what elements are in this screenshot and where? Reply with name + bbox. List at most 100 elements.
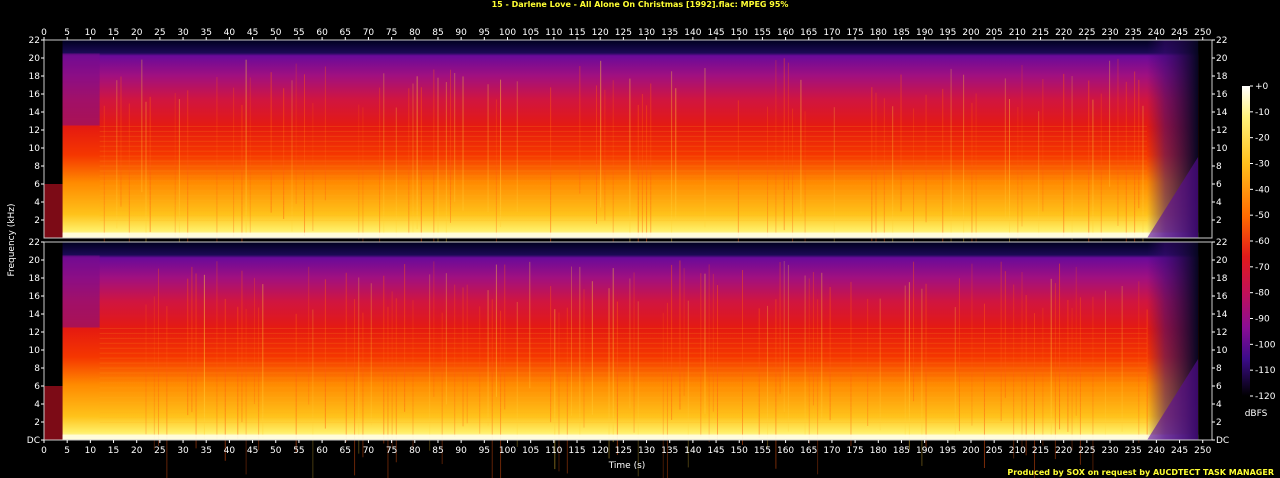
striation [395, 298, 397, 463]
striation [704, 273, 706, 414]
y-tick-label: 10 [1216, 346, 1228, 356]
y-tick-label: DC [1216, 436, 1229, 446]
striation [883, 98, 885, 258]
striation [441, 312, 443, 465]
x-tick-label: 240 [1148, 28, 1165, 38]
x-tick-label: 5 [64, 446, 70, 456]
striation [550, 286, 552, 423]
striation [433, 261, 435, 397]
striation [646, 105, 648, 253]
striation [249, 77, 251, 234]
striation [591, 281, 593, 415]
x-tick-label: 250 [1194, 446, 1211, 456]
y-tick-label: 4 [34, 198, 40, 208]
striation [529, 261, 531, 389]
x-tick-label: 15 [108, 446, 119, 456]
striation [312, 309, 314, 478]
x-tick-label: 180 [870, 446, 887, 456]
striation [437, 77, 439, 249]
striation [128, 103, 130, 260]
striation [608, 288, 610, 459]
striation [963, 74, 965, 248]
x-tick-label: 200 [962, 28, 979, 38]
striation [158, 268, 160, 447]
striation [1092, 296, 1094, 473]
y-tick-label: 20 [29, 256, 41, 266]
y-tick-label: 20 [1216, 54, 1228, 64]
x-tick-label: 180 [870, 28, 887, 38]
x-tick-label: 190 [916, 28, 933, 38]
harmonic-line [99, 407, 1148, 409]
striation [462, 287, 464, 427]
striation [879, 298, 881, 431]
striation [450, 69, 452, 223]
striation [1071, 76, 1073, 241]
harmonic-line [99, 140, 1148, 142]
striation [1067, 300, 1069, 432]
striation [971, 102, 973, 272]
harmonic-line [99, 130, 1148, 132]
harmonic-line [99, 150, 1148, 152]
striation [687, 300, 689, 468]
harmonic-line [99, 327, 1148, 329]
striation [767, 305, 769, 448]
striation [429, 274, 431, 451]
x-tick-label: 50 [270, 28, 282, 38]
striation [312, 102, 314, 231]
striation [141, 59, 143, 193]
x-tick-label: 5 [64, 28, 70, 38]
striation [675, 88, 677, 219]
striation [1017, 106, 1019, 241]
y-tick-label: 4 [1216, 400, 1222, 410]
striation [203, 274, 205, 439]
colorbar-tick-label: -100 [1255, 340, 1276, 350]
striation [420, 87, 422, 266]
colorbar-tick-label: +0 [1255, 82, 1269, 92]
y-tick-label: 12 [29, 126, 40, 136]
striation [324, 66, 326, 201]
harmonic-line [99, 357, 1148, 359]
striation [804, 111, 806, 251]
y-tick-label: 18 [29, 274, 41, 284]
colorbar-tick-label: -40 [1255, 185, 1270, 195]
striation [775, 299, 777, 469]
striation [596, 85, 598, 224]
striation [1079, 297, 1081, 465]
striation [1025, 294, 1027, 456]
harmonic-line [99, 397, 1148, 399]
striation [629, 278, 631, 409]
harmonic-line [99, 180, 1148, 182]
striation [583, 289, 585, 428]
striation [612, 80, 614, 259]
x-tick-label: 170 [823, 28, 840, 38]
striation [783, 58, 785, 231]
x-tick-label: 215 [1032, 28, 1049, 38]
striation [641, 93, 643, 239]
x-tick-label: 100 [499, 28, 516, 38]
striation [395, 107, 397, 238]
harmonic-line [99, 332, 1148, 334]
y-tick-label: 18 [1216, 72, 1228, 82]
striation [187, 278, 189, 416]
striation [304, 74, 306, 236]
colorbar-tick-label: -20 [1255, 134, 1270, 144]
striation [241, 104, 243, 246]
striation [145, 304, 147, 435]
striation [241, 270, 243, 423]
x-tick-label: 80 [409, 446, 421, 456]
striation [650, 83, 652, 238]
x-tick-label: 25 [154, 446, 165, 456]
x-tick-label: 210 [1009, 446, 1026, 456]
striation [245, 308, 247, 475]
striation [1121, 286, 1123, 432]
striation [1075, 266, 1077, 416]
striation [925, 94, 927, 223]
striation [604, 89, 606, 221]
striation [454, 284, 456, 437]
striation [103, 105, 105, 245]
colorbar: +0 -10 -20 -30 -40 -50 -60 -70 -80 -90 -100 -110 -12… [1242, 82, 1276, 402]
fade-slope [1147, 157, 1199, 238]
striation [462, 76, 464, 211]
striation [808, 278, 810, 444]
y-tick-label: 22 [1216, 238, 1227, 248]
